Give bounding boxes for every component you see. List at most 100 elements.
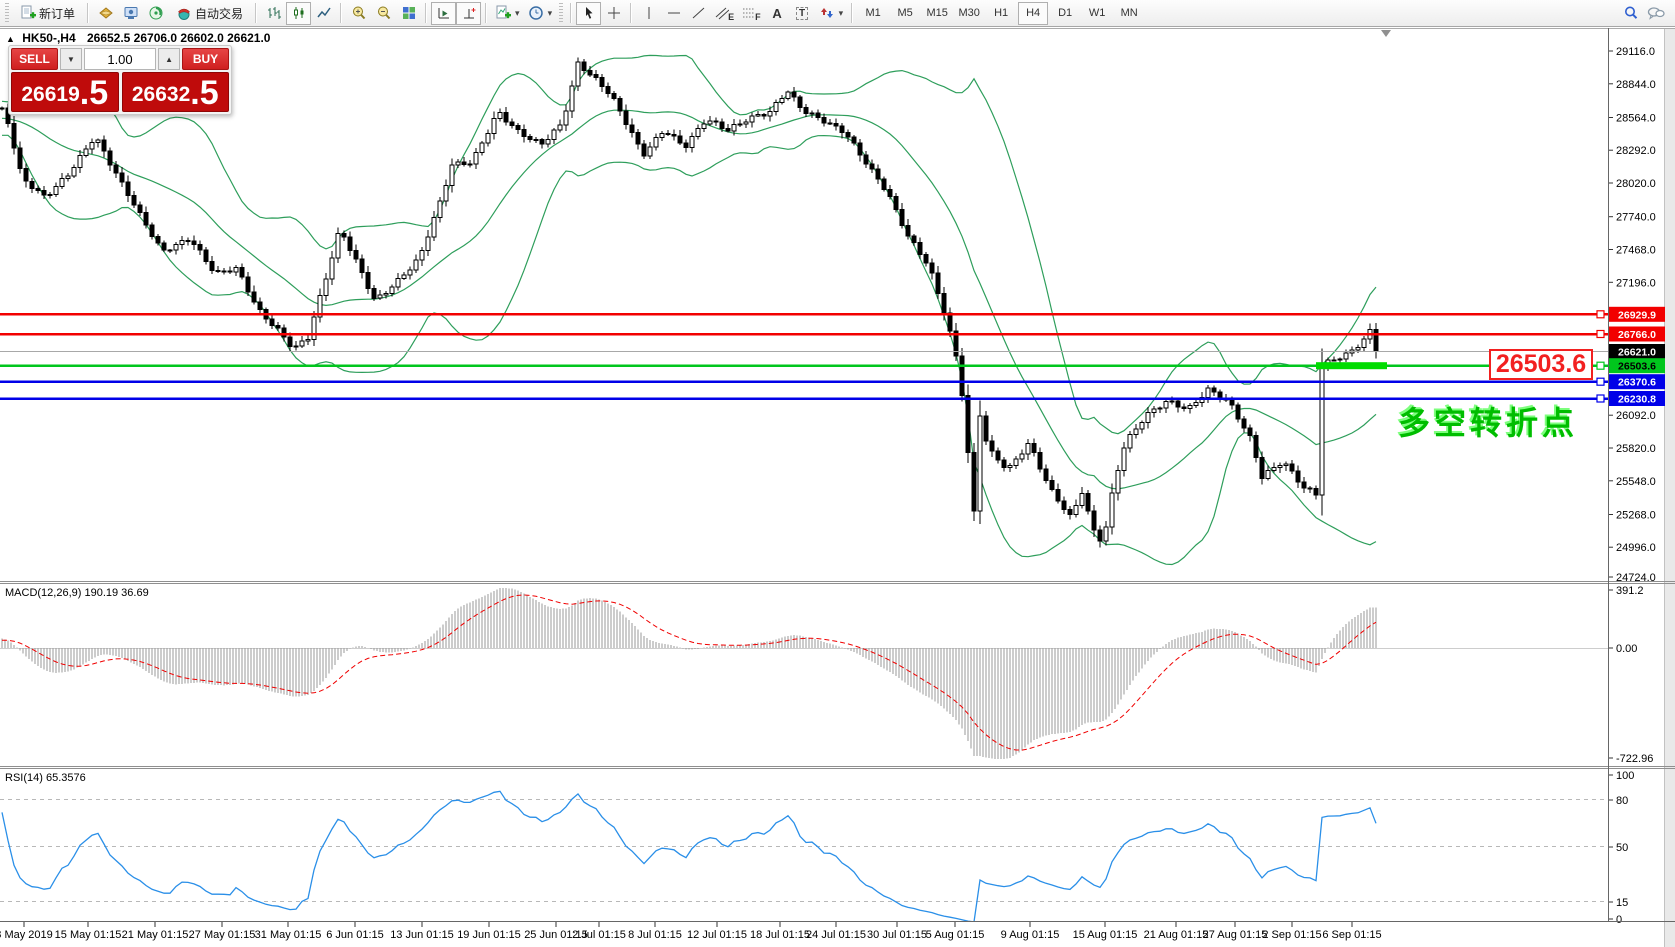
svg-text:26370.6: 26370.6	[1618, 377, 1656, 389]
indicators-button[interactable]: ▾	[491, 2, 524, 25]
horizontal-line-button[interactable]	[661, 2, 686, 25]
toolbar-grip	[559, 3, 564, 23]
svg-text:50: 50	[1616, 842, 1628, 854]
level-price-tag	[1609, 344, 1665, 359]
arrows-icon	[820, 8, 833, 18]
collapse-panel-icon[interactable]: ▲	[6, 34, 15, 44]
arrows-button[interactable]: ▾	[815, 2, 848, 25]
main-price-pane[interactable]	[0, 54, 1608, 566]
level-price-tag	[1609, 358, 1665, 374]
zoom-in-button[interactable]	[346, 2, 371, 25]
timeframe-button-M30[interactable]: M30	[954, 2, 984, 25]
level-handle[interactable]	[1596, 361, 1605, 370]
svg-text:21 May 01:15: 21 May 01:15	[122, 929, 189, 941]
channel-letter: E	[728, 12, 735, 22]
dropdown-arrow-icon: ▾	[547, 7, 553, 18]
buy-button[interactable]: BUY	[182, 48, 229, 70]
channel-button[interactable]: E	[711, 2, 738, 25]
level-handle[interactable]	[1596, 329, 1605, 339]
svg-text:29116.0: 29116.0	[1616, 46, 1655, 58]
text-tool-letter: A	[772, 5, 782, 21]
autotrading-icon	[178, 8, 190, 20]
level-handle[interactable]	[1596, 310, 1605, 319]
level-handle[interactable]	[1596, 377, 1605, 386]
periods-button[interactable]: ▾	[524, 2, 557, 25]
text-label-button[interactable]: T	[790, 2, 815, 25]
svg-text:27740.0: 27740.0	[1616, 212, 1656, 224]
macd-pane[interactable]	[0, 587, 1608, 760]
volume-input[interactable]	[83, 48, 157, 70]
timeframe-button-D1[interactable]: D1	[1050, 2, 1080, 25]
buy-price-frac: .5	[190, 74, 219, 112]
svg-text:80: 80	[1616, 795, 1628, 807]
timeframe-button-MN[interactable]: MN	[1114, 2, 1144, 25]
svg-text:0: 0	[1616, 914, 1622, 926]
highlight-trend-segment[interactable]	[1316, 362, 1387, 370]
rsi-pane[interactable]	[0, 790, 1608, 922]
market-button[interactable]	[93, 2, 118, 25]
svg-text:28292.0: 28292.0	[1616, 145, 1656, 157]
trendline-button[interactable]	[686, 2, 711, 25]
horizontal-line-icon	[667, 12, 680, 14]
svg-text:25268.0: 25268.0	[1616, 510, 1656, 522]
chat-button[interactable]	[1643, 2, 1669, 25]
timeframe-button-H4[interactable]: H4	[1018, 1, 1049, 25]
sell-price-frac: .5	[79, 74, 109, 112]
cursor-button[interactable]	[576, 1, 602, 25]
svg-text:27 Aug 01:15: 27 Aug 01:15	[1203, 929, 1268, 941]
text-button[interactable]: A	[765, 2, 790, 25]
svg-text:2 Sep 01:15: 2 Sep 01:15	[1262, 929, 1321, 941]
annotation-text[interactable]: 多空转折点	[1398, 405, 1579, 441]
timeframe-button-W1[interactable]: W1	[1082, 2, 1112, 25]
svg-text:31 May 01:15: 31 May 01:15	[255, 929, 322, 941]
volume-increase-button[interactable]: ▲	[158, 48, 180, 70]
editor-monitor-icon	[124, 7, 138, 19]
zoom-out-icon	[377, 6, 390, 20]
metaeditor-button[interactable]	[118, 2, 143, 25]
big-price-label[interactable]: 26503.6	[1489, 349, 1593, 380]
timeframe-button-M15[interactable]: M15	[922, 2, 952, 25]
svg-text:28844.0: 28844.0	[1616, 79, 1656, 91]
level-handle[interactable]	[1596, 394, 1605, 403]
volume-decrease-button[interactable]: ▼	[60, 48, 82, 70]
auto-scroll-button[interactable]	[456, 1, 482, 25]
timeframe-group: M1 M5 M15 M30 H1 H4 D1 W1 MN	[857, 1, 1145, 25]
svg-text:391.2: 391.2	[1616, 585, 1644, 597]
line-chart-type-button[interactable]	[311, 2, 336, 25]
svg-text:26766.0: 26766.0	[1618, 329, 1656, 341]
dropdown-arrow-icon: ▾	[838, 7, 844, 18]
chart-shift-button[interactable]	[431, 1, 457, 25]
svg-text:6 Jun 01:15: 6 Jun 01:15	[326, 929, 384, 941]
signals-button[interactable]	[143, 2, 168, 25]
svg-text:5 Aug 01:15: 5 Aug 01:15	[926, 929, 985, 941]
bar-chart-type-button[interactable]	[261, 2, 286, 25]
search-button[interactable]	[1618, 2, 1643, 25]
timeframe-button-H1[interactable]: H1	[986, 2, 1016, 25]
sell-price-box[interactable]: 26619.5	[11, 72, 119, 112]
new-order-button[interactable]: 新订单	[12, 2, 83, 25]
timeframe-button-M5[interactable]: M5	[890, 2, 920, 25]
chart-shift-marker-icon[interactable]	[1381, 30, 1391, 37]
svg-text:28564.0: 28564.0	[1616, 113, 1656, 125]
svg-text:100: 100	[1616, 770, 1634, 782]
svg-text:25548.0: 25548.0	[1616, 476, 1656, 488]
tile-windows-button[interactable]	[396, 2, 421, 25]
vertical-line-button[interactable]	[636, 2, 661, 25]
buy-price-box[interactable]: 26632.5	[121, 72, 229, 112]
svg-text:15 Aug 01:15: 15 Aug 01:15	[1073, 929, 1138, 941]
candlestick-chart-type-button[interactable]	[286, 1, 312, 25]
fibonacci-icon	[743, 8, 756, 18]
zoom-out-button[interactable]	[371, 2, 396, 25]
autotrading-button[interactable]: 自动交易	[168, 2, 251, 25]
trendline-icon	[692, 7, 704, 19]
timeframe-button-M1[interactable]: M1	[858, 2, 888, 25]
clock-icon	[528, 6, 543, 20]
svg-text:26929.9: 26929.9	[1618, 309, 1656, 321]
add-indicator-icon	[496, 5, 512, 19]
fibonacci-button[interactable]: F	[738, 2, 765, 25]
bb-upper	[1, 54, 1377, 435]
sell-button[interactable]: SELL	[11, 48, 58, 70]
crosshair-button[interactable]	[601, 2, 626, 25]
